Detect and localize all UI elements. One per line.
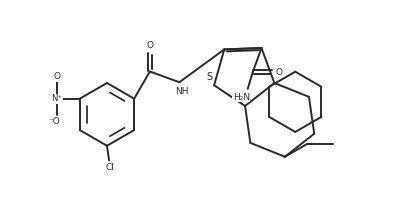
Text: S: S (206, 72, 212, 82)
Text: ⁻O: ⁻O (49, 117, 61, 126)
Text: NH: NH (176, 87, 189, 96)
Text: H₂N: H₂N (233, 93, 250, 102)
Text: Cl: Cl (106, 163, 114, 172)
Text: O: O (276, 68, 283, 77)
Text: O: O (146, 41, 153, 50)
Text: O: O (53, 73, 60, 81)
Text: N⁺: N⁺ (52, 94, 62, 103)
